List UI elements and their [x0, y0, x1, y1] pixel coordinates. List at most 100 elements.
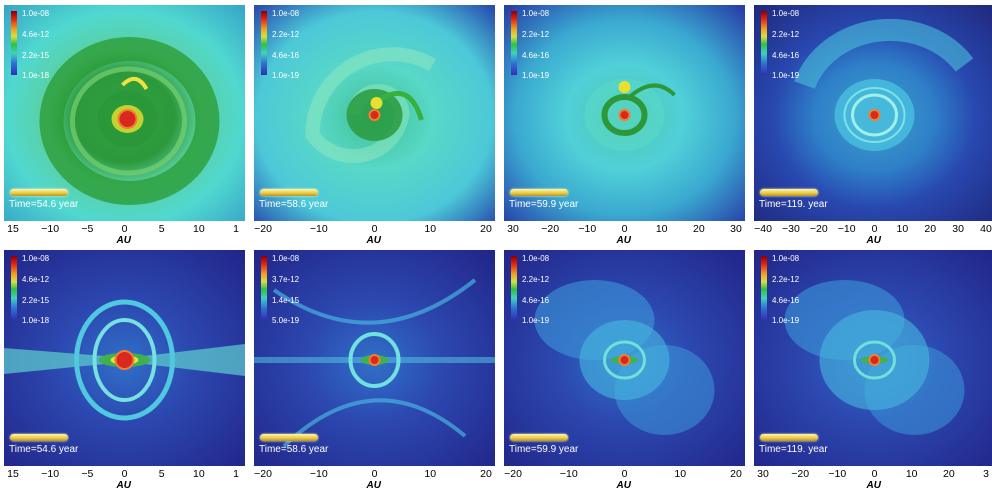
x-tick-label: 40 — [980, 223, 992, 235]
x-tick-label: −5 — [81, 468, 94, 480]
x-tick-label: 3 — [983, 468, 989, 480]
x-tick-label: −20 — [809, 223, 828, 235]
scale-bar — [510, 189, 568, 196]
colorbar-label: 1.0e-08 — [272, 254, 300, 263]
x-tick-label: 0 — [871, 468, 878, 480]
x-tick-label: −20 — [791, 468, 810, 480]
colorbar-label: 4.6e-16 — [522, 51, 550, 60]
time-label: Time=119. year — [759, 199, 828, 210]
x-tick-label: 5 — [158, 223, 165, 235]
time-label: Time=119. year — [759, 444, 828, 455]
x-tick-label: −10 — [41, 223, 60, 235]
x-tick-label: −30 — [781, 223, 800, 235]
x-tick-label: 15 — [7, 223, 19, 235]
colorbar-label: 1.4e-15 — [272, 296, 300, 305]
colorbar-label: 1.0e-08 — [772, 254, 800, 263]
x-tick-label: 10 — [424, 223, 437, 235]
colorbar-label: 4.6e-12 — [22, 275, 50, 284]
colorbar-label: 4.6e-16 — [272, 51, 300, 60]
x-tick-label: 20 — [942, 468, 955, 480]
x-tick-label: 20 — [692, 223, 705, 235]
x-tick-label: 10 — [655, 223, 668, 235]
simulation-panel: 1.0e-08 2.2e-12 4.6e-16 1.0e-19 Time=59.9 ye… — [504, 5, 745, 221]
x-tick-label: 0 — [371, 223, 378, 235]
x-tick-label: −20 — [504, 468, 522, 480]
simulation-panel: 1.0e-08 3.7e-12 1.4e-15 5.0e-19 Time=58.6 ye… — [254, 250, 495, 466]
x-axis-ticks: −20 −10 0 10 20 — [254, 468, 495, 480]
colorbar-label: 4.6e-16 — [772, 296, 800, 305]
colorbar-label: 1.0e-19 — [522, 316, 550, 325]
simulation-panel: 1.0e-08 2.2e-12 4.6e-16 1.0e-19 Time=58.6 ye… — [254, 5, 495, 221]
colorbar-label: 1.0e-08 — [772, 9, 800, 18]
density-map — [4, 5, 245, 221]
x-axis-ticks: 30 −20 −10 0 10 20 3 — [754, 468, 992, 480]
x-tick-label: 10 — [674, 468, 687, 480]
scale-bar — [260, 189, 318, 196]
x-tick-label: 20 — [924, 223, 937, 235]
colorbar-label: 1.0e-19 — [772, 316, 800, 325]
colorbar — [261, 256, 267, 320]
time-label: Time=58.6 year — [259, 199, 329, 210]
density-map — [504, 250, 745, 466]
x-tick-label: 1 — [233, 468, 239, 480]
x-tick-label: 20 — [730, 468, 742, 480]
x-tick-label: 0 — [871, 223, 878, 235]
x-tick-label: 0 — [621, 223, 628, 235]
x-tick-label: 10 — [896, 223, 909, 235]
colorbar — [11, 11, 17, 75]
colorbar-label: 1.0e-08 — [522, 254, 550, 263]
x-tick-label: 0 — [621, 468, 628, 480]
time-label: Time=59.9 year — [509, 199, 579, 210]
time-label: Time=59.9 year — [509, 444, 579, 455]
x-tick-label: 5 — [158, 468, 165, 480]
x-tick-label: 1 — [233, 223, 239, 235]
colorbar-label: 2.2e-12 — [522, 30, 550, 39]
x-tick-label: 0 — [121, 468, 128, 480]
x-axis-ticks: 15 −10 −5 0 5 10 1 — [4, 223, 245, 235]
colorbar — [761, 256, 767, 320]
x-axis-ticks: −20 −10 0 10 20 — [254, 223, 495, 235]
scale-bar — [10, 434, 68, 441]
x-tick-label: −10 — [559, 468, 578, 480]
colorbar — [511, 11, 517, 75]
simulation-panel: 1.0e-08 4.6e-12 2.2e-15 1.0e-18 Time=54.6 ye… — [4, 5, 245, 221]
colorbar-label: 1.0e-18 — [22, 71, 50, 80]
scale-bar — [760, 434, 818, 441]
x-tick-label: 30 — [507, 223, 519, 235]
x-axis-ticks: −40 −30 −20 −10 0 10 20 30 40 — [754, 223, 992, 235]
colorbar-label: 4.6e-16 — [772, 51, 800, 60]
x-tick-label: 30 — [757, 468, 769, 480]
x-axis-label: AU — [866, 235, 881, 246]
scale-bar — [510, 434, 568, 441]
colorbar-label: 2.2e-15 — [22, 296, 50, 305]
scale-bar — [760, 189, 818, 196]
x-axis-label: AU — [616, 235, 631, 246]
x-tick-label: −40 — [754, 223, 772, 235]
x-axis-ticks: 15 −10 −5 0 5 10 1 — [4, 468, 245, 480]
density-map — [4, 250, 245, 466]
colorbar-label: 2.2e-15 — [22, 51, 50, 60]
x-tick-label: −20 — [254, 468, 272, 480]
x-axis-label: AU — [366, 480, 381, 491]
colorbar-label: 2.2e-12 — [522, 275, 550, 284]
x-tick-label: −10 — [837, 223, 856, 235]
colorbar-label: 1.0e-19 — [272, 71, 300, 80]
x-tick-label: 0 — [121, 223, 128, 235]
x-tick-label: 30 — [952, 223, 964, 235]
x-tick-label: −10 — [41, 468, 60, 480]
x-axis-ticks: −20 −10 0 10 20 — [504, 468, 745, 480]
colorbar-label: 4.6e-16 — [522, 296, 550, 305]
time-label: Time=54.6 year — [9, 199, 79, 210]
density-map — [254, 5, 495, 221]
scale-bar — [10, 189, 68, 196]
simulation-panel: 1.0e-08 2.2e-12 4.6e-16 1.0e-19 Time=59.9 ye… — [504, 250, 745, 466]
x-axis-ticks: 30 −20 −10 0 10 20 30 — [504, 223, 745, 235]
time-label: Time=58.6 year — [259, 444, 329, 455]
x-tick-label: −10 — [309, 223, 328, 235]
colorbar-label: 1.0e-08 — [22, 9, 50, 18]
density-map — [254, 250, 495, 466]
x-tick-label: −10 — [578, 223, 597, 235]
x-tick-label: −10 — [828, 468, 847, 480]
x-tick-label: 20 — [480, 223, 492, 235]
colorbar — [761, 11, 767, 75]
